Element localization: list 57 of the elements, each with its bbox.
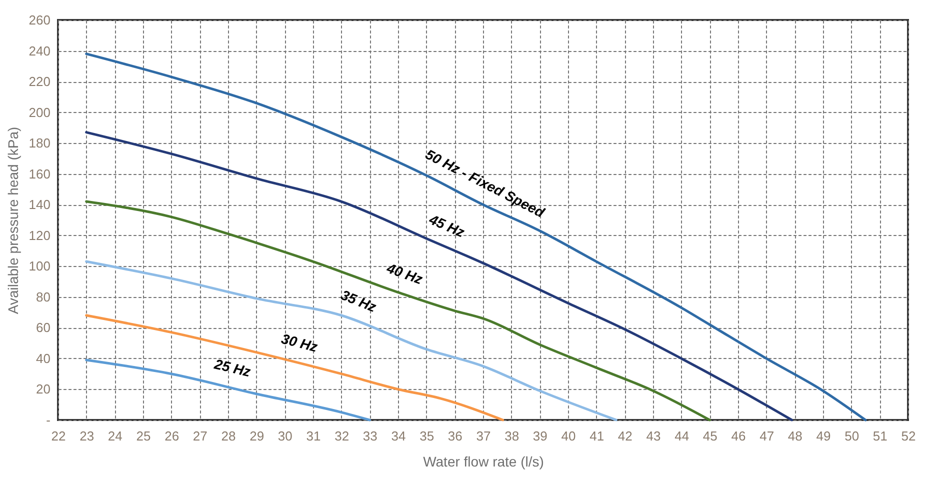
text: 35 Hz	[338, 286, 379, 315]
x-tick-label: 33	[362, 428, 378, 444]
y-tick-label: 40	[36, 350, 50, 366]
x-tick-label: 25	[136, 428, 151, 444]
x-tick-label: 41	[590, 428, 604, 444]
line-series	[85, 358, 371, 422]
text: 45 Hz	[426, 210, 468, 240]
text: 25 Hz	[212, 356, 252, 380]
line-series	[85, 131, 794, 422]
y-tick-label: 80	[36, 289, 50, 304]
y-tick-label: 200	[28, 104, 50, 120]
x-tick-label: 38	[504, 428, 520, 444]
x-tick-label: 28	[221, 428, 236, 444]
y-tick-label: 260	[28, 12, 50, 28]
x-tick-label: 43	[646, 428, 661, 444]
y-tick-label: 60	[36, 320, 50, 336]
y-axis-title: Available pressure head (kPa)	[4, 126, 21, 314]
x-tick-label: 24	[108, 428, 122, 444]
y-tick-label: 120	[28, 228, 50, 243]
y-tick-label: 240	[28, 43, 50, 58]
y-tick-label: 140	[28, 197, 50, 212]
x-tick-label: 29	[250, 428, 264, 444]
y-tick-label: 180	[28, 136, 50, 151]
x-tick-label: 50	[844, 428, 860, 444]
line-series	[85, 52, 867, 422]
text: 30 Hz	[280, 330, 320, 355]
x-tick-label: 22	[51, 428, 66, 444]
y-tick-label: 160	[28, 166, 50, 182]
x-tick-label: 27	[192, 428, 208, 444]
x-tick-label: 49	[816, 428, 831, 444]
y-tick-label: 100	[28, 258, 50, 274]
x-tick-label: 30	[278, 428, 292, 444]
x-tick-label: 47	[760, 428, 774, 444]
x-tick-label: 34	[391, 428, 406, 444]
x-axis-title: Water flow rate (l/s)	[423, 454, 544, 470]
text: 40 Hz	[384, 259, 425, 288]
x-tick-label: 45	[702, 428, 718, 444]
x-tick-label: 26	[164, 428, 180, 444]
x-tick-label: 42	[618, 428, 632, 444]
x-tick-label: 35	[420, 428, 434, 444]
x-tick-label: 31	[306, 428, 321, 444]
y-tick-label: 20	[36, 382, 50, 397]
y-tick-label: 220	[28, 74, 50, 90]
x-tick-label: 39	[532, 428, 548, 444]
x-tick-label: 40	[561, 428, 576, 444]
x-tick-label: 48	[788, 428, 802, 444]
x-tick-label: 46	[731, 428, 746, 444]
x-tick-label: 44	[674, 428, 690, 444]
y-tick-label: -	[46, 412, 50, 428]
x-tick-label: 37	[476, 428, 491, 444]
x-tick-label: 32	[334, 428, 350, 444]
x-tick-label: 52	[901, 428, 916, 444]
line-series	[85, 260, 618, 422]
line-series	[85, 314, 504, 422]
x-tick-label: 51	[872, 428, 888, 444]
x-tick-label: 36	[448, 428, 462, 444]
x-tick-label: 23	[80, 428, 94, 444]
